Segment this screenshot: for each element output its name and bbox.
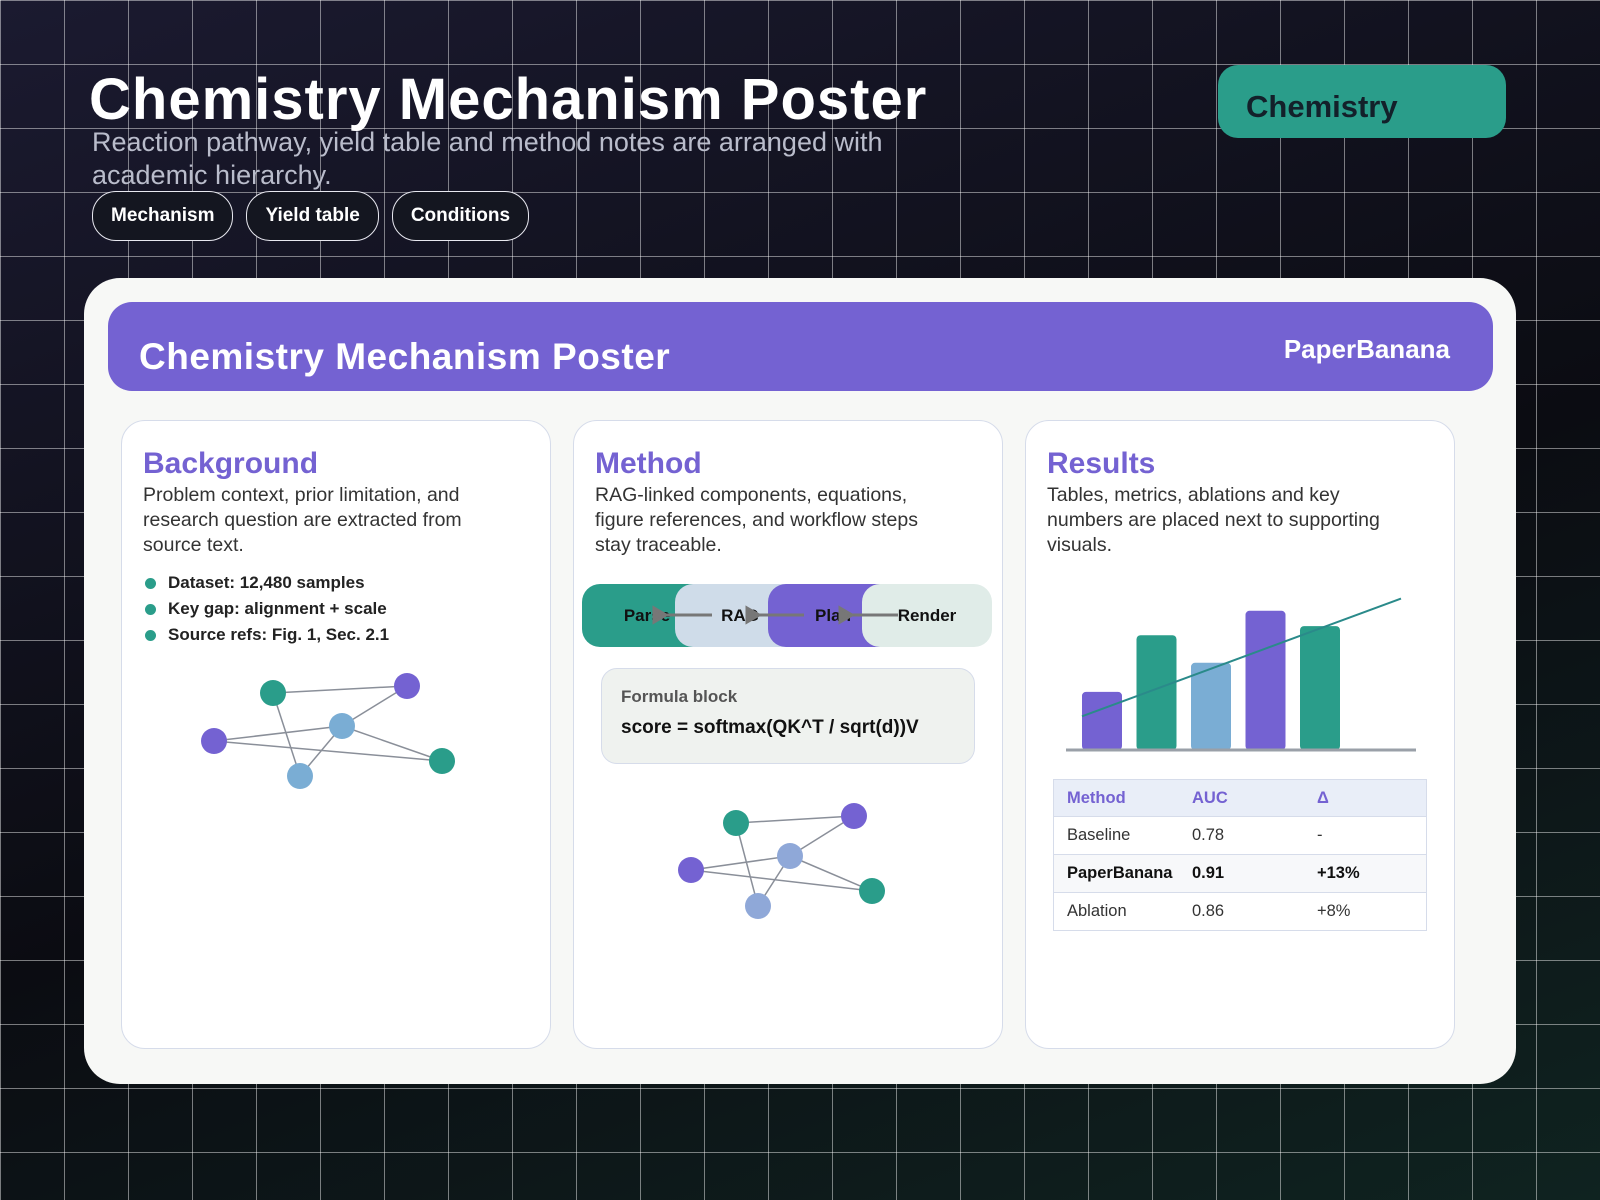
bar [1136,635,1177,750]
panel-text: RAG-linked components, equations, figure… [595,484,918,556]
pipeline: Parse RAG Plan Render [582,584,992,647]
bullet-dot [145,577,156,589]
bullet: Source refs: Fig. 1, Sec. 2.1 [145,625,389,645]
header-cell: Method [1067,788,1126,807]
panel-text: Tables, metrics, ablations and key numbe… [1047,484,1380,556]
pipeline-arrows [652,605,898,625]
table-header: Method AUC Δ [1053,779,1427,817]
bullet-dot [145,603,156,615]
panel-heading: Background [143,447,319,480]
cell: Ablation [1067,902,1127,920]
network-graph [678,803,885,919]
bar [1191,662,1231,750]
cell: PaperBanana [1067,864,1173,882]
badge: Chemistry [1218,65,1506,138]
panel-text: Problem context, prior limitation, and r… [143,484,462,556]
panel-heading: Results [1047,447,1156,480]
bar [1082,691,1122,750]
bar [1245,610,1286,750]
cell: 0.91 [1192,864,1225,882]
cell: +8% [1317,902,1351,920]
tag[interactable]: Conditions [391,191,530,241]
bullet: Key gap: alignment + scale [145,599,387,619]
formula: score = softmax(QK^T / sqrt(d))V [621,717,919,738]
page-title: Chemistry Mechanism Poster [89,67,928,132]
trend-line [1081,597,1402,718]
brand: PaperBanana [1283,334,1450,364]
bullet-text: Dataset: 12,480 samples [168,573,365,592]
bullet: Dataset: 12,480 samples [145,573,365,593]
tag[interactable]: Yield table [246,191,379,241]
bullet-text: Key gap: alignment + scale [168,599,387,618]
table-row: Ablation 0.86 +8% [1053,893,1427,931]
cell: 0.86 [1192,902,1225,920]
poster-card: Chemistry Mechanism Poster PaperBanana B… [84,278,1516,1084]
bar-chart [1066,597,1416,752]
formula-block: Formula block score = softmax(QK^T / sqr… [601,668,975,764]
header-cell: AUC [1192,788,1228,807]
network-graph [201,673,455,789]
results-panel: Results Tables, metrics, ablations and k… [1025,420,1455,1049]
subtitle: Reaction pathway, yield table and method… [92,127,883,190]
cell: - [1317,826,1323,844]
cell: +13% [1317,864,1360,882]
panel-heading: Method [595,447,702,480]
header-cell: Δ [1317,788,1329,807]
bar [1300,626,1340,750]
cell: 0.78 [1192,826,1225,844]
poster-header: Chemistry Mechanism Poster PaperBanana [108,302,1493,391]
background-panel: Background Problem context, prior limita… [121,420,551,1049]
table-row: PaperBanana 0.91 +13% [1053,855,1427,893]
results-table: Method AUC Δ Baseline 0.78 - PaperBanana… [1053,779,1427,931]
tag[interactable]: Mechanism [92,191,234,241]
table-row: Baseline 0.78 - [1053,817,1427,855]
bullet-text: Source refs: Fig. 1, Sec. 2.1 [168,625,390,644]
tags: Mechanism Yield table Conditions [92,191,530,241]
method-panel: Method RAG-linked components, equations,… [573,420,1003,1049]
formula-label: Formula block [621,687,738,706]
bullet-dot [145,629,156,641]
cell: Baseline [1067,826,1131,844]
poster-title: Chemistry Mechanism Poster [139,336,671,377]
